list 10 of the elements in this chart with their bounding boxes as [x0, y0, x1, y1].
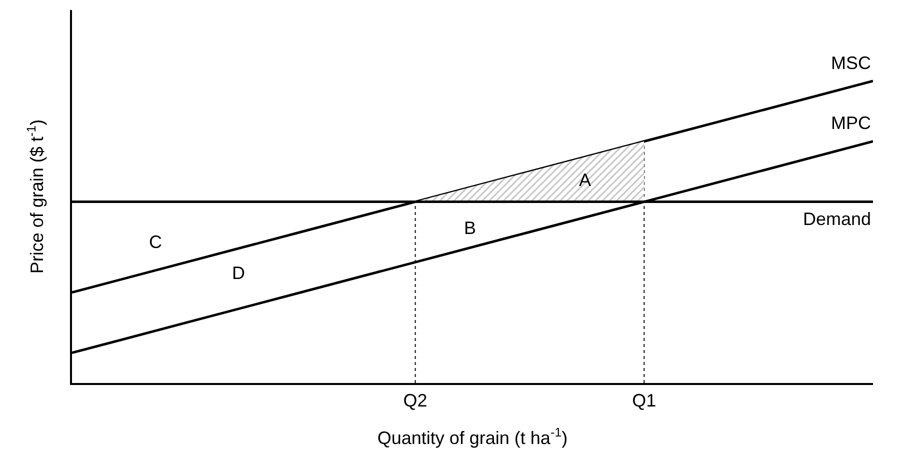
x-tick-label: Q1	[632, 390, 656, 410]
series-label: Demand	[803, 209, 872, 229]
series-label: MPC	[831, 113, 871, 133]
annotation: A	[579, 170, 592, 190]
x-tick-label: Q2	[403, 390, 428, 410]
x-axis-title: Quantity of grain (t ha$^{-1}$)	[377, 425, 568, 448]
annotation: B	[464, 218, 476, 238]
annotation: D	[232, 263, 245, 283]
series-label: MSC	[831, 53, 871, 73]
annotation: C	[149, 232, 162, 252]
